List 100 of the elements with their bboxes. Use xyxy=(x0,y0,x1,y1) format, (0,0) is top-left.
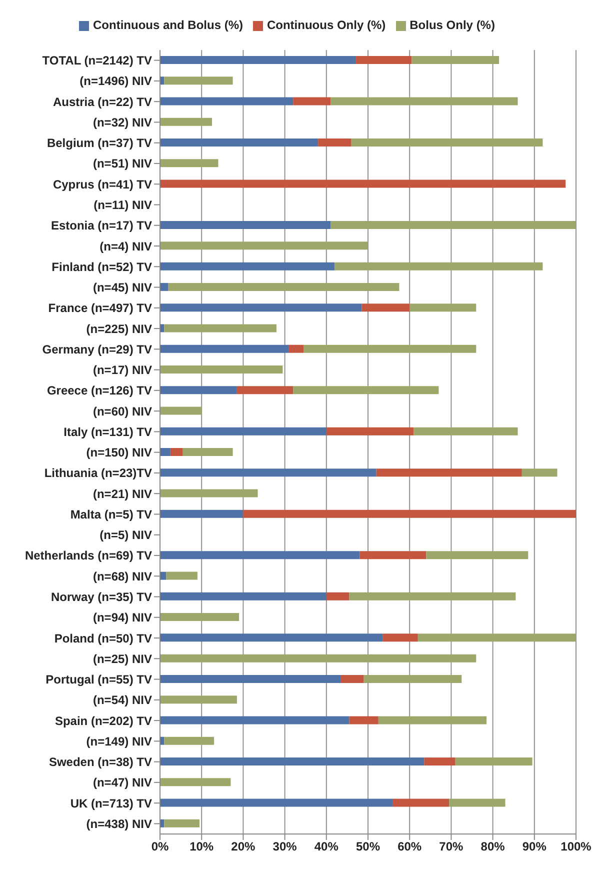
bar xyxy=(160,365,283,374)
y-tick-label: Netherlands (n=69) TV xyxy=(24,548,152,563)
bar xyxy=(330,97,518,106)
y-tick-label: Germany (n=29) TV xyxy=(42,342,152,356)
y-tick-label: Greece (n=126) TV xyxy=(46,384,152,398)
bar xyxy=(160,262,335,270)
bar xyxy=(160,592,326,600)
y-tick-label: UK (n=713) TV xyxy=(70,796,152,810)
x-tick-label: 60% xyxy=(398,840,422,854)
y-tick-label: TOTAL (n=2142) TV xyxy=(42,54,152,68)
y-tick-label: (n=25) NIV xyxy=(92,652,152,666)
bar xyxy=(340,674,364,683)
bar xyxy=(160,97,294,106)
y-tick-label: (n=4) NIV xyxy=(100,239,152,254)
bar xyxy=(160,778,231,786)
bar xyxy=(160,242,368,250)
bar xyxy=(424,757,456,766)
y-tick-label: Malta (n=5) TV xyxy=(70,507,152,522)
bar xyxy=(449,798,506,807)
y-tick-label: (n=17) NIV xyxy=(92,363,152,378)
y-tick-label: (n=225) NIV xyxy=(86,322,152,336)
x-tick-label: 0% xyxy=(151,840,169,854)
bar xyxy=(160,138,318,147)
x-tick-label: 20% xyxy=(231,840,256,854)
y-tick-label: (n=60) NIV xyxy=(92,404,152,418)
legend-label: Bolus Only (%) xyxy=(410,18,495,32)
bar xyxy=(160,282,168,291)
bar xyxy=(326,427,414,436)
legend-label: Continuous Only (%) xyxy=(266,18,386,32)
x-tick-label: 80% xyxy=(480,840,506,854)
bar xyxy=(160,221,331,230)
bar xyxy=(160,344,289,353)
y-tick-label: Lithuania (n=23)TV xyxy=(44,466,152,480)
bar xyxy=(160,757,424,766)
bar xyxy=(455,757,532,766)
bar xyxy=(160,159,218,168)
bar xyxy=(414,427,518,436)
x-tick-label: 100% xyxy=(560,840,592,854)
bar xyxy=(160,468,376,477)
x-tick-label: 10% xyxy=(190,840,214,854)
bar xyxy=(160,489,258,498)
bar xyxy=(160,696,237,704)
bar xyxy=(160,180,566,188)
bar xyxy=(160,56,356,64)
bar xyxy=(426,551,528,560)
bar xyxy=(160,448,170,456)
bar xyxy=(378,716,487,724)
bar xyxy=(164,324,276,332)
bar xyxy=(356,56,412,64)
y-tick-label: Belgium (n=37) TV xyxy=(46,136,152,150)
bar xyxy=(349,592,516,600)
bar xyxy=(376,468,522,477)
x-tick-label: 90% xyxy=(522,840,547,854)
bar xyxy=(168,282,400,291)
y-tick-label: (n=1496) NIV xyxy=(80,74,152,88)
y-tick-label: (n=51) NIV xyxy=(92,156,152,171)
bar xyxy=(334,262,543,270)
y-tick-label: (n=5) NIV xyxy=(100,528,152,542)
bar xyxy=(351,138,543,147)
bar xyxy=(160,674,341,683)
bar xyxy=(360,551,426,560)
bar xyxy=(160,118,212,126)
y-tick-label: Estonia (n=17) TV xyxy=(50,218,152,233)
bar xyxy=(304,344,476,353)
y-tick-label: (n=11) NIV xyxy=(94,198,152,212)
bar xyxy=(382,634,418,642)
y-tick-label: (n=68) NIV xyxy=(92,569,152,584)
y-tick-label: Norway (n=35) TV xyxy=(50,590,152,604)
y-tick-label: Sweden (n=38) TV xyxy=(48,755,152,770)
bar xyxy=(418,634,576,642)
y-tick-label: (n=150) NIV xyxy=(86,446,152,460)
y-tick-label: Portugal (n=55) TV xyxy=(46,672,152,687)
bar xyxy=(318,138,352,147)
bar xyxy=(160,386,237,394)
y-tick-label: (n=94) NIV xyxy=(92,610,152,625)
bar xyxy=(522,468,558,477)
y-tick-label: (n=149) NIV xyxy=(86,734,152,748)
x-tick-label: 30% xyxy=(272,840,298,854)
y-tick-label: (n=438) NIV xyxy=(86,816,152,831)
bar xyxy=(326,592,350,600)
y-tick-label: Finland (n=52) TV xyxy=(52,260,152,274)
bar xyxy=(160,716,350,724)
legend-label: Continuous and Bolus (%) xyxy=(93,18,243,32)
bar xyxy=(160,654,476,662)
bar xyxy=(160,798,393,807)
y-tick-label: (n=21) NIV xyxy=(92,486,152,501)
bar xyxy=(164,736,214,745)
bar xyxy=(160,613,240,622)
bar xyxy=(293,97,331,106)
bar xyxy=(170,448,183,456)
x-tick-label: 50% xyxy=(356,840,380,854)
bar xyxy=(160,634,383,642)
bar xyxy=(164,819,200,828)
bar xyxy=(330,221,576,230)
y-tick-label: Austria (n=22) TV xyxy=(52,94,152,109)
bar xyxy=(164,76,233,85)
y-tick-label: (n=54) NIV xyxy=(92,693,152,708)
bar xyxy=(160,551,360,560)
y-tick-label: Spain (n=202) TV xyxy=(54,714,152,728)
bar xyxy=(160,510,244,518)
